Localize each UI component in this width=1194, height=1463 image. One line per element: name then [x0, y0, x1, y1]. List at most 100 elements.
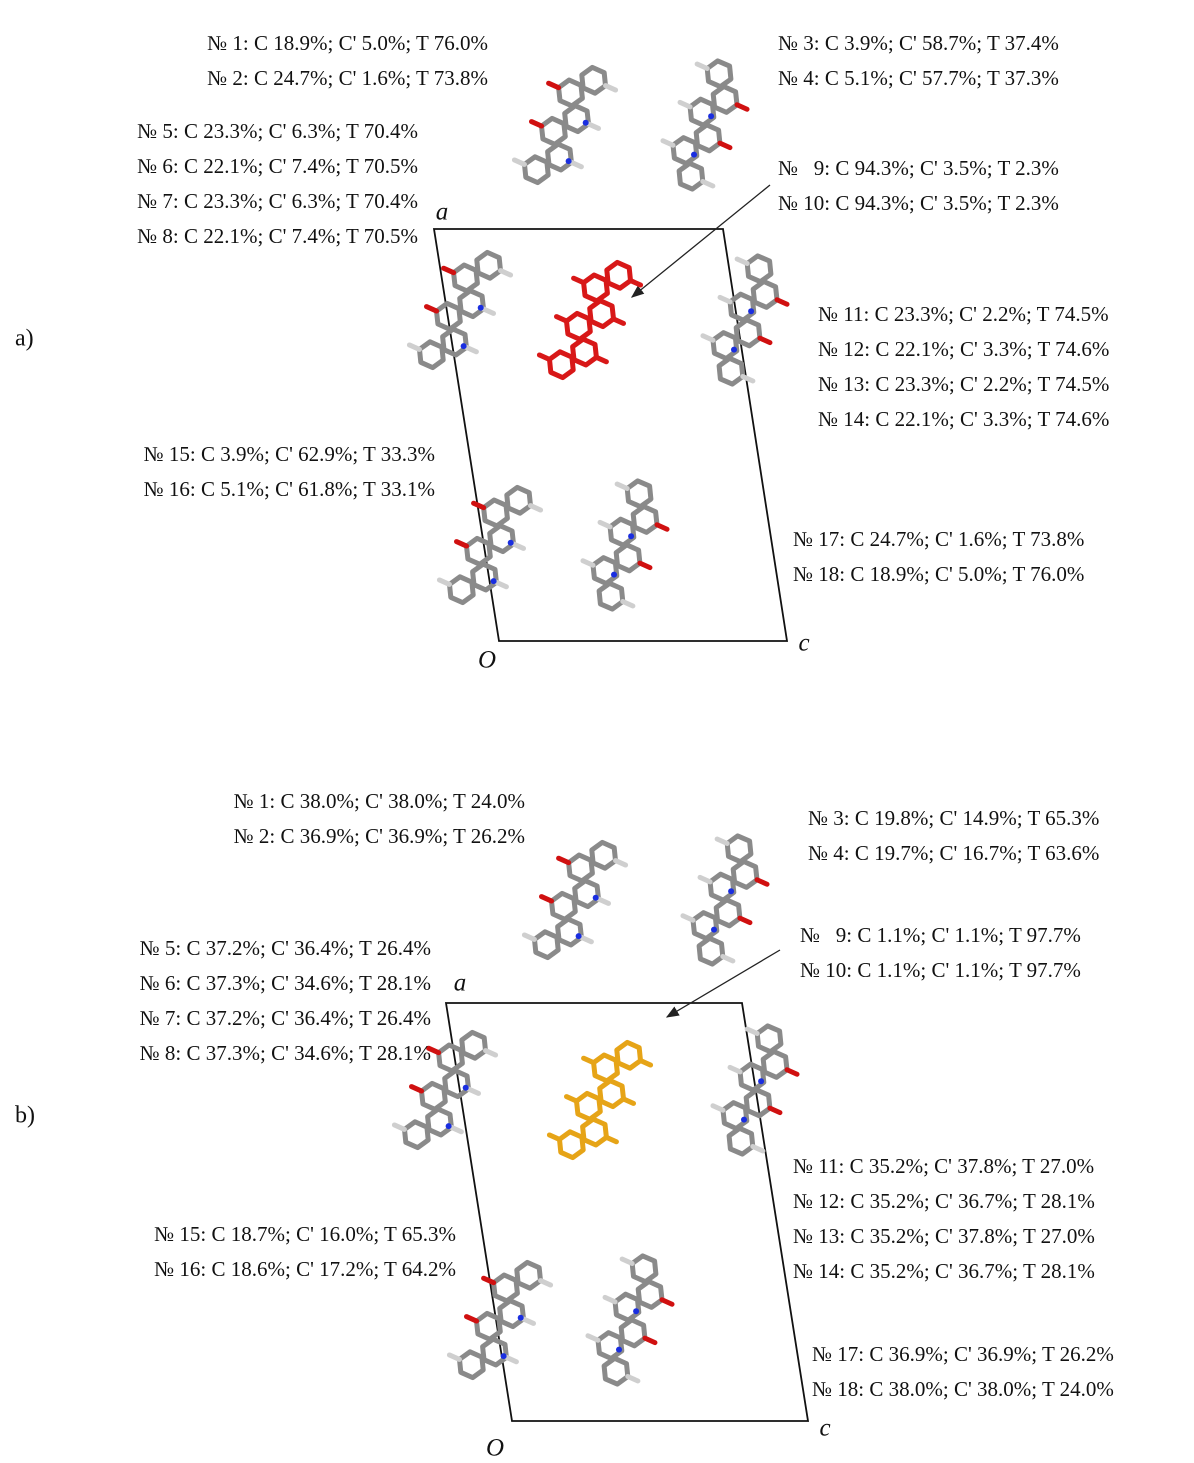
bond [657, 525, 667, 529]
ring [713, 333, 737, 359]
atom [576, 933, 582, 939]
atom [611, 572, 617, 578]
bond [645, 1338, 655, 1342]
atom [748, 308, 754, 314]
ring [615, 1294, 639, 1320]
annotation-line: № 10: C 94.3%; C' 3.5%; T 2.3% [778, 191, 1059, 215]
ring [450, 577, 474, 603]
ring [567, 313, 591, 339]
ring [590, 301, 614, 327]
axis-label: c [819, 1415, 830, 1442]
bond [737, 259, 747, 263]
ring [560, 1132, 584, 1158]
annotation-line: № 13: C 23.3%; C' 2.2%; T 74.5% [818, 372, 1109, 396]
annotation-line: № 17: C 36.9%; C' 36.9%; T 26.2% [812, 1342, 1114, 1366]
ring [573, 339, 597, 365]
ring [584, 275, 608, 301]
arrow [667, 950, 780, 1017]
ring [582, 67, 606, 93]
atom [508, 540, 514, 546]
bond [743, 377, 753, 381]
figure: a)acO№ 1: C 18.9%; C' 5.0%; T 76.0%№ 2: … [0, 0, 1194, 1463]
ring [699, 938, 723, 964]
annotation-line: № 13: C 35.2%; C' 37.8%; T 27.0% [793, 1224, 1095, 1248]
bond [703, 182, 713, 186]
ring [593, 558, 617, 584]
bond [605, 1297, 615, 1301]
ring [420, 342, 444, 368]
atom [446, 1123, 452, 1129]
bond [640, 563, 650, 567]
bond [747, 1029, 757, 1033]
ring [460, 1352, 484, 1378]
annotation-line: № 15: C 3.9%; C' 62.9%; T 33.3% [144, 442, 435, 466]
atom [518, 1315, 524, 1321]
annotation-line: № 1: C 38.0%; C' 38.0%; T 24.0% [234, 789, 525, 813]
ring [483, 1339, 507, 1365]
ring [494, 1275, 518, 1301]
atom [711, 927, 717, 933]
annotation-line: № 6: C 37.3%; C' 34.6%; T 28.1% [140, 971, 431, 995]
annotation-line: № 18: C 18.9%; C' 5.0%; T 76.0% [793, 562, 1084, 586]
ring [575, 881, 599, 907]
ring [632, 1256, 656, 1282]
bond [409, 345, 419, 349]
ring [673, 138, 697, 164]
bond [753, 1147, 763, 1151]
bond [720, 297, 730, 301]
annotation-line: № 2: C 36.9%; C' 36.9%; T 26.2% [234, 824, 525, 848]
bond [549, 1135, 559, 1139]
annotation-line: № 9: C 1.1%; C' 1.1%; T 97.7% [800, 923, 1081, 947]
annotation-line: № 11: C 23.3%; C' 2.2%; T 74.5% [818, 302, 1109, 326]
atom [566, 158, 572, 164]
atom [616, 1347, 622, 1353]
ring [710, 874, 734, 900]
ring [599, 583, 623, 609]
annotation-line: № 15: C 18.7%; C' 16.0%; T 65.3% [154, 1222, 456, 1246]
molecule [713, 1026, 797, 1154]
ring [696, 125, 720, 151]
bond [740, 918, 750, 922]
atom [633, 1308, 639, 1314]
ring [730, 294, 754, 320]
bond [539, 355, 549, 359]
arrow [632, 185, 770, 297]
ring [719, 358, 743, 384]
bond [583, 561, 593, 565]
bond [622, 1259, 632, 1263]
annotation-line: № 11: C 35.2%; C' 37.8%; T 27.0% [793, 1154, 1094, 1178]
annotation-line: № 18: C 38.0%; C' 38.0%; T 24.0% [812, 1377, 1114, 1401]
ring [753, 282, 777, 308]
molecule [663, 61, 747, 189]
annotation-line: № 12: C 35.2%; C' 36.7%; T 28.1% [793, 1189, 1095, 1213]
bond [541, 897, 551, 901]
annotation-line: № 1: C 18.9%; C' 5.0%; T 76.0% [207, 31, 488, 55]
ring [405, 1122, 429, 1148]
ring [490, 526, 514, 552]
ring [443, 329, 467, 355]
annotation-line: № 3: C 3.9%; C' 58.7%; T 37.4% [778, 31, 1059, 55]
ring [454, 265, 478, 291]
ring [477, 252, 501, 278]
bond [663, 141, 673, 145]
atom [708, 113, 714, 119]
bond [484, 1278, 494, 1282]
atom [461, 343, 467, 349]
bond [394, 1125, 404, 1129]
annotation-line: № 8: C 37.3%; C' 34.6%; T 28.1% [140, 1041, 431, 1065]
origin-label: O [478, 647, 496, 674]
axis-label: a [436, 199, 449, 226]
molecule [439, 487, 540, 602]
bond [466, 347, 476, 351]
ring [535, 932, 559, 958]
bond [757, 880, 767, 884]
bond [737, 105, 747, 109]
bond [513, 544, 523, 548]
ring [500, 1301, 524, 1327]
bond [541, 1281, 551, 1285]
ring [729, 1128, 753, 1154]
bond [623, 1099, 633, 1103]
bond [468, 1089, 478, 1093]
bond [606, 86, 616, 90]
ring [467, 538, 491, 564]
